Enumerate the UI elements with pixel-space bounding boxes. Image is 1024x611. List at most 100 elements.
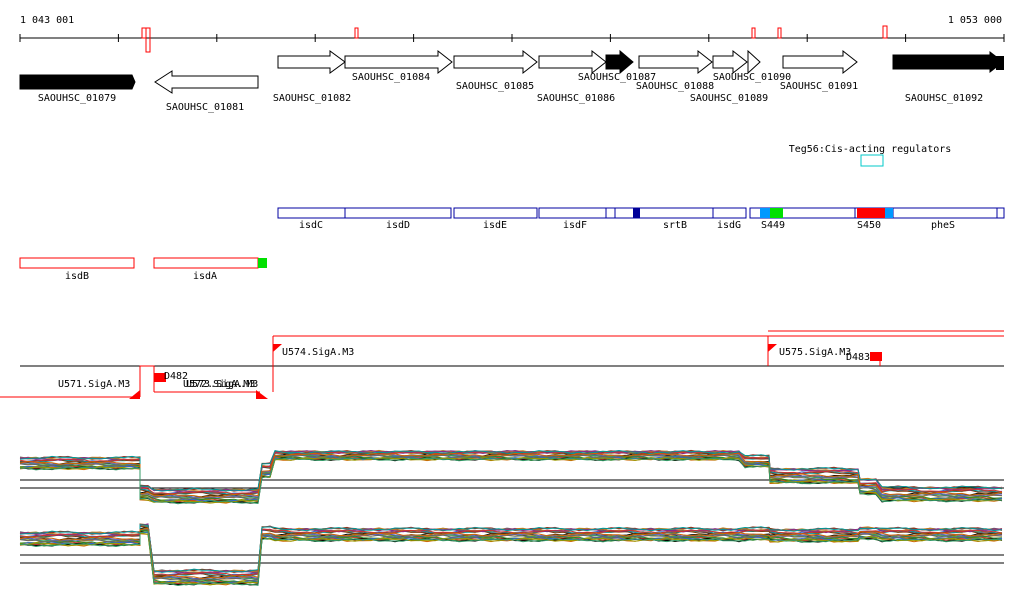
operon-label: S449 (761, 220, 785, 231)
gene-label: SAOUHSC_01090 (713, 72, 791, 83)
gene-feature[interactable]: SAOUHSC_01089 (690, 49, 768, 104)
promoter-flags (129, 344, 882, 399)
operon-track-lower[interactable]: isdB isdA (19, 257, 267, 282)
operon-segment[interactable] (277, 207, 346, 219)
operon-segment[interactable] (19, 257, 135, 269)
operon-track[interactable]: isdC isdD isdE isdF srtB isdG S449 S450 … (277, 207, 1005, 231)
ruler-marker (145, 27, 151, 53)
expression-profile-line (19, 528, 1003, 582)
operon-label: isdE (483, 220, 507, 231)
operon-label: isdD (386, 220, 410, 231)
gene-feature[interactable]: SAOUHSC_01081 (154, 70, 259, 113)
gene-label: SAOUHSC_01086 (537, 93, 615, 104)
operon-label: isdA (193, 271, 217, 282)
expression-profile-line (19, 449, 1003, 493)
expression-profile-line (19, 524, 1003, 573)
promoter-track[interactable]: U571.SigA.M3 U572.SigA.M3 U573.SigA.M3 D… (0, 330, 1004, 399)
ruler-marker (141, 27, 147, 39)
operon-segment[interactable] (636, 207, 714, 219)
gene-arrow-shape[interactable] (344, 49, 453, 75)
expression-profile-line (19, 523, 1003, 575)
gene-arrow-shape[interactable] (605, 49, 634, 75)
coordinate-ruler: 1 043 001 1 053 000 (19, 15, 1005, 53)
regulator-label: Teg56:Cis-acting regulators (789, 144, 952, 155)
operon-label: isdF (563, 220, 587, 231)
gene-track[interactable]: SAOUHSC_01079 SAOUHSC_01081 SAOUHSC_0108… (19, 49, 1004, 113)
operon-label: S450 (857, 220, 881, 231)
gene-arrow-shape[interactable] (453, 49, 538, 75)
ruler-marker (751, 27, 756, 39)
gene-arrow-shape[interactable] (19, 74, 136, 90)
gene-arrow-shape[interactable] (782, 49, 858, 75)
gene-feature[interactable]: SAOUHSC_01086 (537, 49, 615, 104)
expression-profile-line (19, 449, 1003, 492)
expression-profile-line (19, 454, 1003, 500)
ruler-markers (141, 25, 888, 53)
operon-highlight (770, 208, 783, 218)
gene-arrow-shape[interactable] (154, 70, 259, 94)
operon-highlight (258, 258, 267, 268)
expression-profile-line (19, 449, 1003, 493)
regulator-box[interactable] (860, 154, 884, 167)
promoter-label: U572.SigA.M3 (183, 379, 255, 390)
promoter-label: U573.SigA.M3 (186, 379, 258, 390)
operon-segment[interactable] (453, 207, 538, 219)
operon-segment[interactable] (344, 207, 452, 219)
gene-arrow-shape[interactable] (747, 49, 761, 75)
gene-feature[interactable]: SAOUHSC_01092 (892, 50, 1004, 104)
gene-feature[interactable]: SAOUHSC_01082 (273, 50, 351, 104)
expression-profile-line (19, 449, 1003, 492)
operon-segment[interactable] (996, 207, 1005, 219)
promoter-label: U574.SigA.M3 (282, 347, 354, 358)
operon-segment[interactable] (153, 257, 259, 269)
operon-segment[interactable] (605, 207, 616, 219)
gene-feature[interactable]: SAOUHSC_01090 (712, 49, 791, 83)
operon-label: isdC (299, 220, 323, 231)
promoter-label: D482 (164, 371, 188, 382)
gene-feature[interactable]: SAOUHSC_01088 (636, 49, 714, 92)
regulator-feature[interactable]: Teg56:Cis-acting regulators (789, 144, 952, 167)
gene-arrow-shape[interactable] (277, 50, 346, 74)
gene-feature[interactable]: SAOUHSC_01087 (578, 49, 656, 83)
ruler-end-label: 1 053 000 (948, 15, 1002, 26)
gene-label: SAOUHSC_01091 (780, 81, 858, 92)
ruler-marker (354, 27, 359, 39)
expression-track-lower[interactable] (19, 523, 1004, 587)
gene-label: SAOUHSC_01082 (273, 93, 351, 104)
gene-label: SAOUHSC_01085 (456, 81, 534, 92)
transcript-lines (0, 330, 1004, 398)
gene-label: SAOUHSC_01079 (38, 93, 116, 104)
operon-highlight (760, 208, 770, 218)
gene-label: SAOUHSC_01092 (905, 93, 983, 104)
expression-profile-line (19, 449, 1003, 492)
expression-profile-line (19, 523, 1003, 573)
operon-segment[interactable] (712, 207, 747, 219)
gene-feature[interactable]: SAOUHSC_01091 (780, 49, 858, 92)
expression-profile-line (19, 457, 1003, 505)
operon-segment[interactable] (892, 207, 998, 219)
operon-highlight (885, 208, 893, 218)
expression-profile-line (19, 530, 1003, 587)
operon-segment[interactable] (538, 207, 607, 219)
promoter-label: U575.SigA.M3 (779, 347, 851, 358)
expression-track-upper[interactable] (19, 449, 1004, 505)
ruler-marker (777, 27, 782, 39)
expression-profile-line (19, 452, 1003, 498)
gene-feature[interactable]: SAOUHSC_01084 (344, 49, 453, 83)
gene-feature[interactable]: SAOUHSC_01085 (453, 49, 538, 92)
ruler-marker (882, 25, 888, 39)
operon-label: pheS (931, 220, 955, 231)
gene-arrow-shape[interactable] (712, 49, 748, 75)
expression-profile-line (19, 523, 1003, 576)
promoter-block (154, 373, 166, 382)
promoter-label: D483 (846, 352, 870, 363)
gene-label: SAOUHSC_01084 (352, 72, 430, 83)
expression-profile-line (19, 523, 1003, 573)
promoter-label: U571.SigA.M3 (58, 379, 130, 390)
gene-arrow-shape[interactable] (892, 50, 1004, 74)
gene-arrow-shape[interactable] (538, 49, 607, 75)
expression-profile-line (19, 453, 1003, 499)
gene-arrow-shape[interactable] (638, 49, 713, 75)
gene-feature[interactable]: SAOUHSC_01079 (19, 74, 136, 104)
